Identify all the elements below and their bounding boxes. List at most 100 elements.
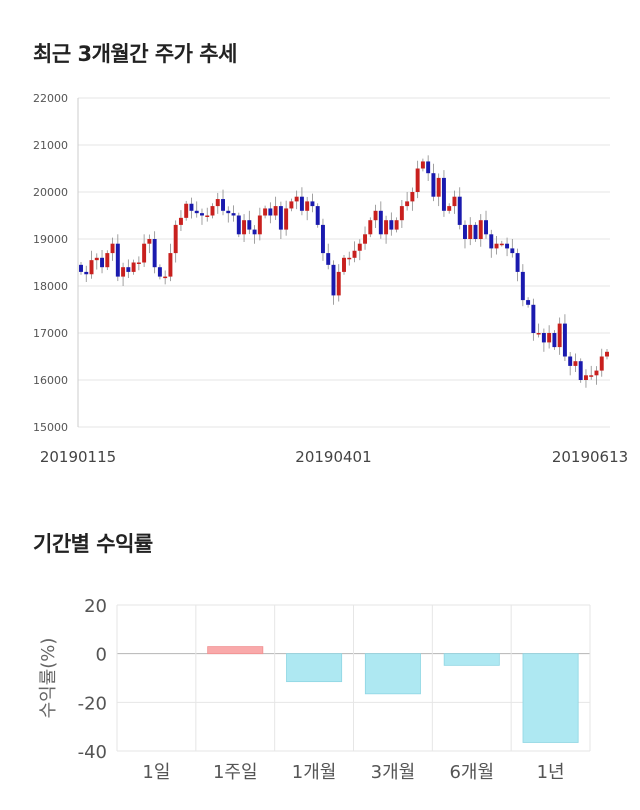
candle-body [299,196,304,211]
candle-body [284,208,289,230]
candle-body [384,220,389,235]
y-axis-label: 수익률(%) [38,638,59,719]
returns-bar-chart: 20 0 -20 -40 1일 1주일 1개월 3개월 6개월 1년 수익률(%) [38,596,591,783]
candle-body [310,201,315,207]
candle-body [105,253,110,268]
candle-body [426,161,431,174]
candle-body [189,203,194,211]
x-tick-label: 20190115 [40,448,116,466]
candle-body [394,220,399,230]
candle-body [236,215,241,235]
candle-body [531,304,536,333]
candle-body [562,323,567,357]
x-tick-label: 20190613 [552,448,628,466]
y-tick-label: 22000 [33,92,68,105]
candle-body [447,206,452,211]
return-bar [207,646,264,655]
candle-body [157,267,162,277]
candle-body [163,276,168,279]
candle-body [489,234,494,249]
candle-body [552,333,557,348]
candle-body [215,199,220,207]
candle-body [589,375,594,377]
candle-body [336,271,341,296]
candle-body [320,224,325,254]
candle-body [499,243,504,246]
candle-body [294,196,299,202]
y-tick-label: 16000 [33,374,68,387]
candle-body [363,234,368,244]
candle-body [536,333,541,335]
x-tick-label: 20190401 [295,448,371,466]
candle-body [399,206,404,221]
candle-body [484,220,488,235]
candle-body [599,356,604,371]
candle-body [452,196,457,207]
candlestick-chart: 15000 16000 17000 18000 19000 20000 21000 22000… [33,92,628,466]
candle-body [173,224,178,254]
candle-body [473,224,478,239]
y-tick-label: -40 [78,742,107,763]
candle-body [541,333,546,343]
candle-body [568,356,573,366]
return-bar [286,653,343,683]
candle-body [410,192,415,202]
candle-body [84,271,89,275]
candle-body [89,260,94,275]
candle-body [463,224,467,239]
candle-body [252,229,257,235]
x-tick-label: 1일 [142,762,170,783]
y-tick-label: 0 [96,645,107,666]
return-bar [522,653,579,743]
candle-body [315,206,320,225]
x-tick-label: 1년 [537,762,565,783]
candle-body [200,213,204,216]
candle-body [468,224,473,239]
x-tick-label: 1주일 [213,762,258,783]
x-tick-label: 1개월 [292,762,337,783]
candle-body [352,250,357,258]
y-tick-label: 15000 [33,421,68,434]
candle-body [583,375,588,380]
candle-body [605,351,609,357]
candle-body [142,243,147,263]
candle-body [152,239,157,268]
candle-body [273,206,278,216]
candle-body [405,201,410,207]
candle-body [378,210,383,235]
candle-body [436,177,441,197]
candle-body [231,213,236,216]
y-tick-label: 20 [84,596,107,617]
candle-body [389,220,394,230]
y-tick-label: -20 [78,693,107,714]
y-tick-label: 19000 [33,233,68,246]
candle-body [126,267,131,272]
candle-body [289,201,294,209]
candle-body [578,361,583,380]
candle-body [168,253,173,277]
candle-body [573,361,578,366]
candle-body [357,243,362,251]
candle-body [373,210,378,221]
candle-body [494,243,499,249]
candle-body [441,177,446,211]
candle-body [94,257,99,261]
candle-body [184,203,189,218]
candle-body [242,220,247,235]
candle-body [226,210,231,214]
candle-body [515,253,520,272]
candle-body [278,206,283,230]
candle-body [100,257,105,268]
candle-body [147,239,152,244]
candle-body [136,262,141,264]
candle-body [247,220,252,230]
candle-body [131,262,136,272]
candle-body [594,370,599,376]
candle-body [205,215,210,217]
candle-body [342,257,346,272]
y-tick-label: 18000 [33,280,68,293]
candle-body [121,267,126,277]
y-tick-label: 17000 [33,327,68,340]
candle-body [305,201,310,211]
candle-body [115,243,120,277]
